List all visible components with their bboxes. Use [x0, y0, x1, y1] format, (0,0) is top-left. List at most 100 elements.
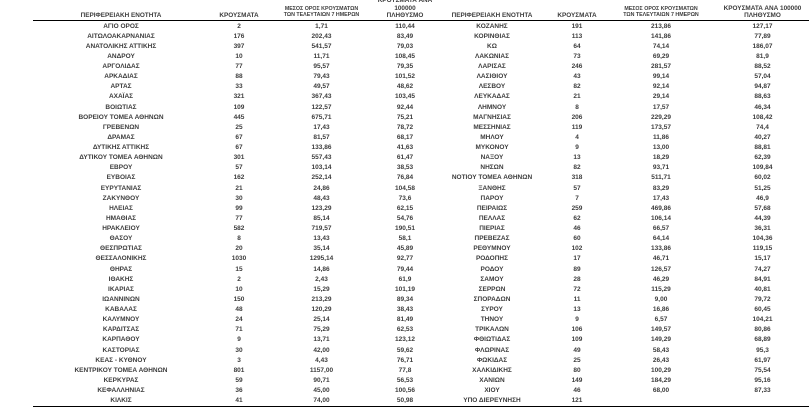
avg7-cell: 4,43 [315, 356, 328, 364]
cases-cell: 9 [575, 316, 579, 324]
avg7-cell: 90,71 [313, 376, 330, 384]
per100k-cell: 54,76 [396, 214, 414, 222]
per100k-cell: 62,53 [396, 326, 414, 334]
cases-cell: 109 [571, 336, 583, 344]
avg7-cell: 58,43 [652, 346, 670, 354]
cases-cell: 801 [233, 366, 245, 374]
avg7-cell: 11,71 [313, 52, 330, 60]
region-cell: ΠΕΛΛΑΣ [478, 214, 506, 222]
table-row: ΡΟΔΟΥ 89 126,57 74,27 [436, 264, 809, 274]
table-row: ΣΕΡΡΩΝ 72 115,29 40,81 [436, 284, 809, 294]
cases-cell: 15 [235, 265, 243, 273]
avg7-cell: 29,14 [652, 93, 670, 101]
region-cell: ΝΗΣΩΝ [480, 164, 504, 172]
avg7-cell: 92,14 [652, 83, 670, 91]
region-cell: ΛΗΜΝΟΥ [477, 103, 507, 111]
cases-cell: 89 [573, 265, 581, 273]
region-cell: ΛΕΣΒΟΥ [478, 83, 506, 91]
per100k-cell: 61,97 [754, 356, 771, 364]
table-body-right: ΚΟΖΑΝΗΣ 191 213,86 127,17 ΚΟΡΙΝΘΙΑΣ 113 141,86… [436, 21, 809, 406]
region-cell: ΦΛΩΡΙΝΑΣ [474, 346, 510, 354]
cases-cell: 57 [573, 184, 581, 192]
table-row: ΑΡΤΑΣ 33 49,57 48,62 [33, 82, 436, 92]
region-cell: ΑΡΤΑΣ [110, 83, 132, 91]
avg7-cell: 149,57 [651, 326, 671, 334]
cases-cell: 11 [573, 295, 581, 303]
table-row: ΣΥΡΟΥ 13 16,86 60,45 [436, 305, 809, 315]
avg7-cell: 17,43 [652, 194, 670, 202]
cases-cell: 191 [571, 22, 583, 30]
table-row: ΘΑΣΟΥ 8 13,43 58,1 [33, 234, 436, 244]
cases-cell: 321 [233, 93, 245, 101]
table-row: ΣΠΟΡΑΔΩΝ 11 9,00 79,72 [436, 294, 809, 304]
region-cell: ΚΑΒΑΛΑΣ [105, 306, 137, 314]
avg7-cell: 69,29 [652, 52, 670, 60]
avg7-cell: 133,86 [651, 245, 671, 253]
column-header-cases: ΚΡΟΥΣΜΑΤΑ [219, 11, 259, 19]
cases-cell: 30 [235, 346, 243, 354]
per100k-cell: 57,68 [754, 204, 771, 212]
region-cell: ΗΡΑΚΛΕΙΟΥ [102, 225, 140, 233]
table-row: ΗΜΑΘΙΑΣ 77 85,14 54,76 [33, 213, 436, 223]
per100k-cell: 75,21 [396, 113, 414, 121]
avg7-cell: 95,57 [313, 63, 330, 71]
region-cell: ΚΕΡΚΥΡΑΣ [103, 376, 139, 384]
table-row: ΑΧΑΪΑΣ 321 367,43 103,45 [33, 92, 436, 102]
column-header-avg7-line1: ΜΕΣΟΣ ΟΡΟΣ ΚΡΟΥΣΜΑΤΩΝ [284, 6, 359, 13]
avg7-cell: 17,43 [313, 123, 330, 131]
per100k-cell: 51,25 [754, 184, 771, 192]
region-cell: ΑΡΚΑΔΙΑΣ [104, 73, 138, 81]
region-cell: ΚΑΛΥΜΝΟΥ [102, 316, 140, 324]
cases-cell: 88 [235, 73, 243, 81]
table-row: ΦΘΙΩΤΙΔΑΣ 109 149,29 68,89 [436, 335, 809, 345]
region-cell: ΚΙΛΚΙΣ [110, 397, 132, 405]
region-cell: ΘΕΣΠΡΩΤΙΑΣ [100, 245, 142, 253]
region-cell: ΑΡΓΟΛΙΔΑΣ [102, 63, 140, 71]
table-row: ΠΑΡΟΥ 7 17,43 46,9 [436, 193, 809, 203]
cases-cell: 36 [235, 387, 243, 395]
table-row: ΝΟΤΙΟΥ ΤΟΜΕΑ ΑΘΗΝΩΝ 318 511,71 60,02 [436, 173, 809, 183]
table-row: ΤΡΙΚΑΛΩΝ 106 149,57 80,86 [436, 325, 809, 335]
cases-cell: 7 [575, 194, 579, 202]
region-cell: ΑΝΑΤΟΛΙΚΗΣ ΑΤΤΙΚΗΣ [85, 42, 157, 50]
cases-cell: 176 [233, 32, 245, 40]
per100k-cell: 87,33 [754, 387, 771, 395]
region-cell: ΞΑΝΘΗΣ [478, 184, 506, 192]
per100k-cell: 50,98 [396, 397, 414, 405]
avg7-cell: 100,29 [651, 366, 671, 374]
per100k-cell: 104,58 [395, 184, 415, 192]
region-cell: ΖΑΚΥΝΘΟΥ [102, 194, 140, 202]
cases-cell: 113 [571, 32, 583, 40]
region-cell: ΚΕΝΤΡΙΚΟΥ ΤΟΜΕΑ ΑΘΗΝΩΝ [74, 366, 168, 374]
table-row: ΜΥΚΟΝΟΥ 9 13,00 88,81 [436, 143, 809, 153]
cases-cell: 67 [235, 133, 243, 141]
per100k-cell: 46,34 [754, 103, 771, 111]
avg7-cell: 81,57 [313, 133, 330, 141]
avg7-cell: 184,29 [651, 376, 671, 384]
region-cell: ΣΥΡΟΥ [481, 306, 503, 314]
per100k-cell: 78,72 [396, 123, 414, 131]
cases-cell: 10 [235, 285, 243, 293]
avg7-cell: 103,14 [311, 164, 332, 172]
table-row: ΘΗΡΑΣ 15 14,86 79,44 [33, 264, 436, 274]
cases-cell: 60 [573, 235, 581, 243]
cases-cell: 162 [233, 174, 245, 182]
avg7-cell: 45,00 [313, 387, 330, 395]
column-header-per100k-line1: ΚΡΟΥΣΜΑΤΑ ΑΝΑ 100000 [377, 0, 433, 12]
table-row: ΜΑΓΝΗΣΙΑΣ 206 229,29 108,42 [436, 112, 809, 122]
region-cell: ΧΑΛΚΙΔΙΚΗΣ [472, 366, 512, 374]
region-cell: ΚΑΡΠΑΘΟΥ [102, 336, 140, 344]
avg7-cell: 1295,14 [309, 255, 334, 263]
region-cell: ΣΠΟΡΑΔΩΝ [473, 295, 511, 303]
per100k-cell: 40,27 [754, 133, 771, 141]
cases-cell: 28 [573, 275, 581, 283]
table-header-row: ΠΕΡΙΦΕΡΕΙΑΚΗ ΕΝΟΤΗΤΑ ΚΡΟΥΣΜΑΤΑ ΜΕΣΟΣ ΟΡΟ… [436, 2, 809, 21]
avg7-cell: 79,43 [313, 73, 330, 81]
per100k-cell: 40,81 [754, 285, 771, 293]
cases-cell: 445 [233, 113, 245, 121]
table-row: ΚΑΒΑΛΑΣ 48 120,29 38,43 [33, 305, 436, 315]
table-row: ΤΗΝΟΥ 9 6,57 104,21 [436, 315, 809, 325]
regional-units-table-right: ΠΕΡΙΦΕΡΕΙΑΚΗ ΕΝΟΤΗΤΑ ΚΡΟΥΣΜΑΤΑ ΜΕΣΟΣ ΟΡΟ… [436, 2, 809, 406]
table-row: ΔΥΤΙΚΗΣ ΑΤΤΙΚΗΣ 67 133,86 41,63 [33, 143, 436, 153]
per100k-cell: 104,21 [752, 316, 773, 324]
